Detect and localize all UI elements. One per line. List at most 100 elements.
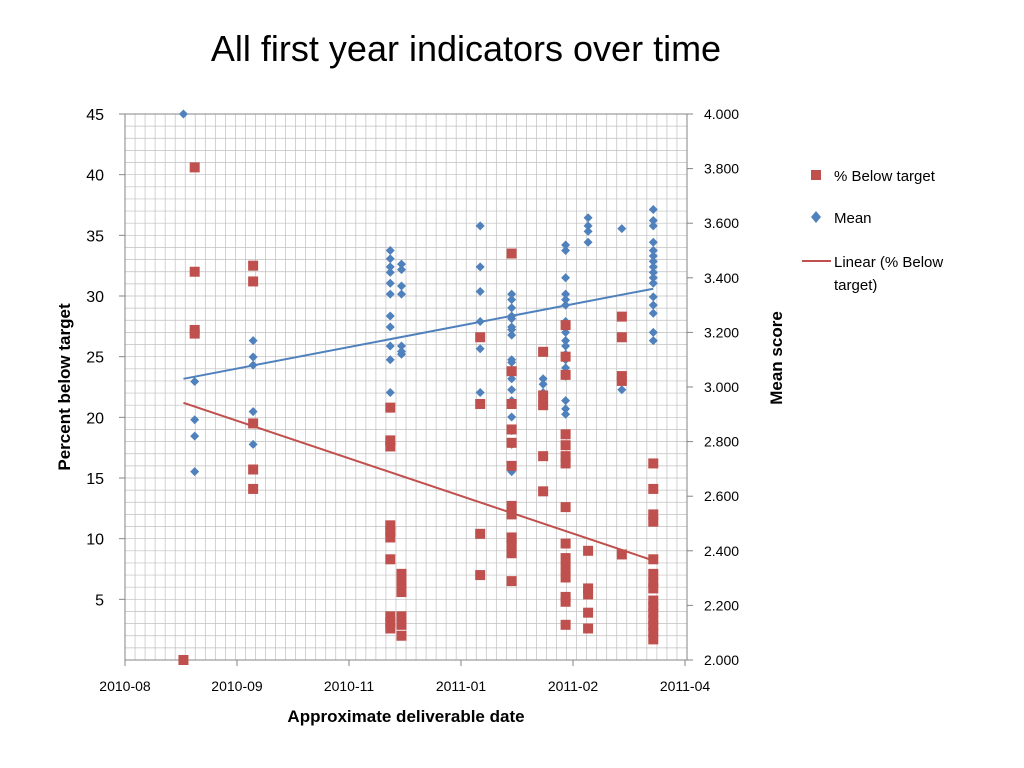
below-target-point	[560, 369, 571, 380]
gridlines	[125, 114, 687, 660]
mean-point	[583, 226, 593, 236]
below-target-point	[560, 596, 571, 607]
y-left-tick-label: 5	[95, 592, 104, 609]
below-target-point	[385, 623, 396, 634]
mean-point	[561, 341, 571, 351]
below-target-point	[538, 486, 549, 497]
below-target-point	[560, 502, 571, 513]
mean-point	[583, 237, 593, 247]
x-tick-label: 2011-04	[660, 678, 711, 694]
mean-point	[648, 327, 658, 337]
mean-point	[648, 251, 658, 261]
below-target-point	[385, 441, 396, 452]
mean-point	[617, 224, 627, 234]
mean-point	[561, 336, 571, 346]
below-target-series	[178, 162, 659, 665]
mean-point	[397, 289, 407, 299]
below-target-point	[248, 483, 259, 494]
legend-linear-label: Linear (% Below target)	[834, 254, 943, 294]
mean-point	[561, 295, 571, 305]
mean-point	[385, 246, 395, 255]
below-target-point	[506, 460, 517, 471]
y-right-tick-label: 2.000	[704, 652, 739, 668]
legend-below-target-label: % Below target	[834, 168, 936, 185]
below-target-point	[560, 562, 571, 573]
mean-point	[397, 349, 407, 359]
legend-mean-marker	[811, 211, 821, 223]
below-target-point	[385, 520, 396, 531]
below-target-point	[648, 509, 659, 520]
below-target-point	[385, 611, 396, 622]
mean-point	[538, 374, 548, 384]
mean-point	[248, 439, 258, 449]
mean-point	[475, 262, 485, 272]
below-target-point	[648, 583, 659, 594]
below-target-point	[648, 621, 659, 632]
below-target-point	[506, 366, 517, 377]
below-target-point	[385, 526, 396, 537]
below-target-point	[189, 328, 200, 339]
mean-point	[397, 259, 407, 269]
below-target-point	[648, 614, 659, 625]
below-target-point	[560, 458, 571, 469]
x-tick-label: 2011-01	[436, 678, 487, 694]
mean-point	[475, 316, 485, 326]
mean-point	[561, 409, 571, 419]
mean-point	[648, 267, 658, 277]
below-target-point	[385, 554, 396, 565]
mean-point	[507, 330, 517, 340]
below-target-point	[560, 572, 571, 583]
below-target-point	[648, 516, 659, 527]
y-axis-right-title: Mean score	[767, 311, 786, 405]
chart-title: All first year indicators over time	[210, 28, 722, 69]
mean-point	[248, 360, 258, 370]
mean-point	[385, 262, 395, 272]
mean-point	[190, 431, 200, 441]
mean-point	[507, 374, 517, 384]
y-left-tick-label: 10	[86, 532, 104, 549]
mean-point	[648, 215, 658, 225]
mean-point	[248, 336, 258, 346]
y-left-tick-label: 15	[86, 471, 104, 488]
below-target-point	[616, 332, 627, 343]
x-tick-label: 2010-08	[99, 678, 151, 694]
below-target-point	[616, 549, 627, 560]
below-target-point	[396, 568, 407, 579]
below-target-point	[506, 398, 517, 409]
mean-point	[583, 221, 593, 231]
below-target-point	[385, 402, 396, 413]
mean-point	[648, 262, 658, 272]
mean-point	[385, 341, 395, 351]
y-left-tick-label: 30	[86, 289, 104, 306]
below-target-point	[648, 483, 659, 494]
y-right-tick-label: 4.000	[704, 106, 739, 122]
mean-point	[583, 213, 593, 223]
mean-point	[190, 415, 200, 425]
y-left-tick-label: 20	[86, 410, 104, 427]
mean-point	[507, 314, 517, 324]
below-target-point	[475, 332, 486, 343]
mean-point	[648, 205, 658, 215]
below-target-point	[475, 398, 486, 409]
below-target-point	[560, 451, 571, 462]
y-right-tick-label: 2.800	[704, 434, 739, 450]
mean-point	[561, 246, 571, 255]
mean-point	[248, 407, 258, 417]
below-target-point	[538, 451, 549, 462]
y-right-tick-label: 3.800	[704, 161, 739, 177]
mean-point	[397, 265, 407, 275]
below-target-point	[616, 311, 627, 322]
mean-point	[648, 237, 658, 247]
mean-point	[538, 379, 548, 389]
x-tick-label: 2011-02	[548, 678, 599, 694]
mean-point	[507, 412, 517, 422]
mean-point	[561, 240, 571, 250]
mean-point	[648, 300, 658, 310]
mean-point	[507, 295, 517, 305]
below-target-point	[189, 162, 200, 173]
mean-point	[561, 273, 571, 283]
below-target-point	[506, 500, 517, 511]
below-target-point	[583, 545, 594, 556]
below-target-point	[396, 587, 407, 598]
below-target-point	[178, 655, 189, 665]
